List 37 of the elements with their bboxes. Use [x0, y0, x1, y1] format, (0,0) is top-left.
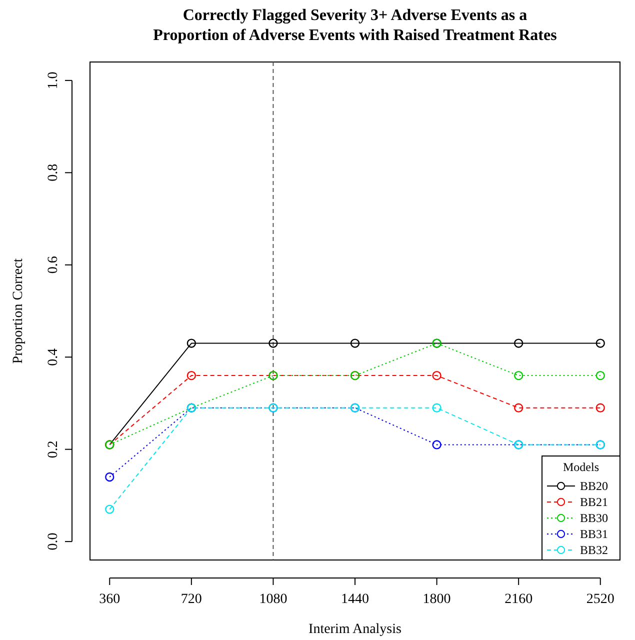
point	[105, 504, 114, 514]
legend-label: BB20	[580, 479, 608, 493]
y-tick-label: 0.8	[46, 164, 61, 182]
x-tick-label: 720	[180, 592, 202, 607]
point	[268, 338, 278, 348]
x-tick-label: 2520	[586, 592, 614, 607]
x-tick-label: 360	[99, 592, 120, 607]
point	[432, 403, 442, 412]
x-tick-label: 1080	[259, 592, 288, 607]
legend-title: Models	[563, 460, 600, 474]
y-tick-label: 0.0	[46, 532, 61, 550]
x-tick-label: 2160	[504, 592, 533, 607]
point	[596, 370, 605, 380]
y-tick-label: 0.2	[46, 440, 61, 458]
point	[596, 338, 605, 348]
legend-label: BB32	[580, 543, 608, 557]
y-axis-title: Proportion Correct	[11, 258, 26, 364]
chart-title: Correctly Flagged Severity 3+ Adverse Events as a Proportion of Adverse Events with Raised Treatment Rates	[153, 7, 557, 44]
y-tick-label: 0.6	[46, 256, 61, 274]
point	[432, 370, 442, 380]
point	[350, 338, 360, 348]
legend-label: BB30	[580, 511, 608, 525]
point	[514, 338, 524, 348]
y-tick-label: 0.4	[46, 348, 61, 366]
x-axis-title: Interim Analysis	[308, 622, 402, 637]
legend-label: BB31	[580, 527, 608, 541]
point	[514, 370, 524, 380]
legend-label: BB21	[580, 495, 608, 509]
point	[596, 403, 605, 412]
point	[186, 370, 196, 380]
y-tick-label: 1.0	[46, 72, 61, 90]
point	[432, 440, 442, 450]
point	[186, 338, 196, 348]
x-tick-label: 1800	[422, 592, 451, 607]
point	[514, 403, 524, 412]
point	[105, 472, 114, 482]
x-tick-label: 1440	[341, 592, 369, 607]
